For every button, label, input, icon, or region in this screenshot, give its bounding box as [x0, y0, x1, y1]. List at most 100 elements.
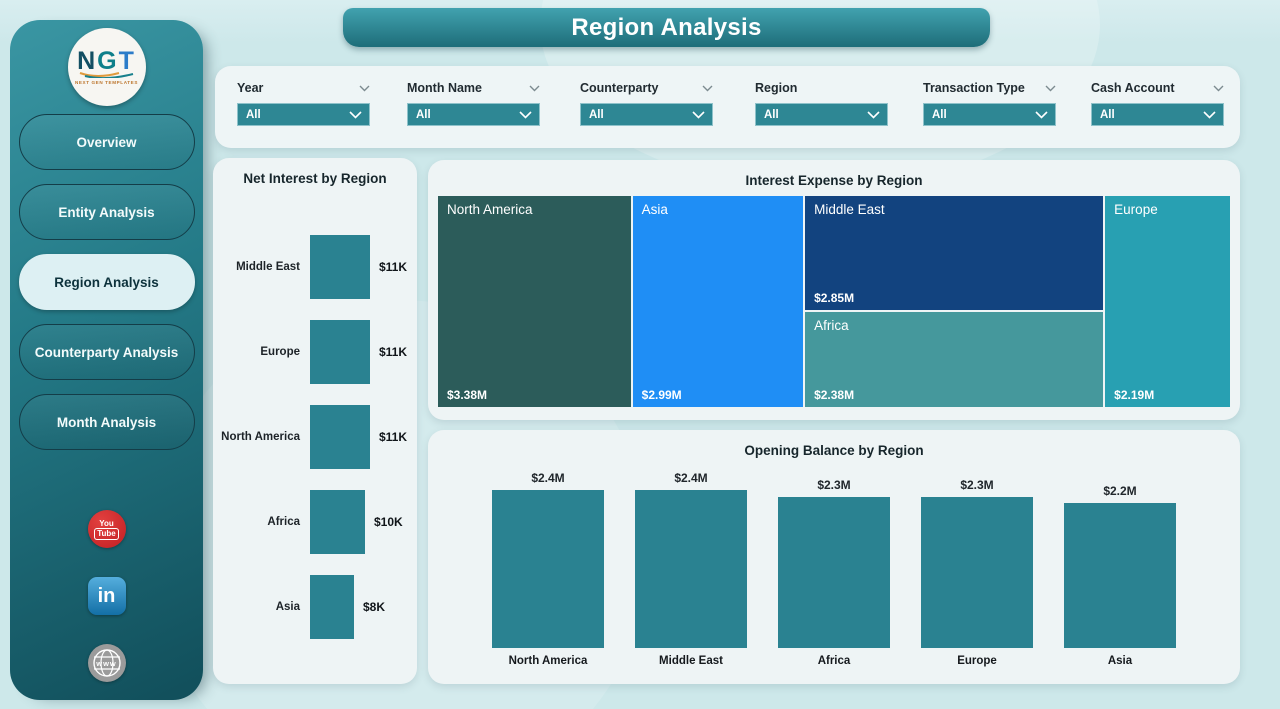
filter-label: Transaction Type	[923, 81, 1025, 95]
chevron-down-icon[interactable]	[1213, 85, 1224, 92]
bar-row: Europe $11K	[213, 309, 417, 394]
bar-north-america[interactable]	[492, 490, 604, 648]
value-label: $2.3M	[960, 478, 994, 492]
filter-label: Cash Account	[1091, 81, 1175, 95]
tile-value: $2.85M	[814, 290, 855, 305]
bar-north-america[interactable]	[310, 404, 370, 469]
sidebar-nav: Overview Entity Analysis Region Analysis…	[10, 114, 203, 450]
treemap-chart: North America $3.38M Asia $2.99M Middle …	[438, 196, 1230, 407]
tile-name: Asia	[641, 202, 668, 217]
month-name-dropdown[interactable]: All	[407, 103, 540, 126]
counterparty-dropdown[interactable]: All	[580, 103, 713, 126]
tile-value: $3.38M	[447, 388, 488, 402]
sidebar-item-entity-analysis[interactable]: Entity Analysis	[18, 184, 195, 240]
category-label: North America	[508, 655, 588, 667]
transaction-type-dropdown[interactable]: All	[923, 103, 1056, 126]
value-label: $2.4M	[674, 471, 708, 485]
category-label: Europe	[260, 345, 300, 358]
region-dropdown[interactable]: All	[755, 103, 888, 126]
value-label: $11K	[379, 344, 408, 359]
ngt-logo: NGT NEXT GEN TEMPLATES	[67, 28, 146, 106]
opening-balance-panel: Opening Balance by Region $2.4M North Am…	[428, 430, 1240, 684]
category-label: Africa	[817, 655, 851, 667]
chevron-down-icon	[1035, 110, 1048, 119]
value-label: $2.4M	[531, 471, 565, 485]
filter-bar: Year All Month Name All Counterparty All…	[215, 66, 1240, 148]
filter-month-name: Month Name All	[407, 79, 540, 126]
tile-value: $2.19M	[1114, 388, 1155, 402]
chart-title: Net Interest by Region	[243, 171, 387, 186]
value-label: $2.3M	[817, 478, 851, 492]
tile-name: Africa	[814, 317, 849, 333]
value-label: $11K	[379, 429, 408, 444]
filter-year: Year All	[237, 79, 370, 126]
sidebar: NGT NEXT GEN TEMPLATES Overview Entity A…	[10, 20, 203, 700]
chevron-down-icon[interactable]	[702, 85, 713, 92]
logo-subtext: NEXT GEN TEMPLATES	[74, 80, 139, 85]
opening-balance-chart: $2.4M North America $2.4M Middle East $2…	[428, 466, 1240, 674]
bar-slot: $2.4M Middle East	[635, 466, 747, 674]
treemap-tile-middle-east[interactable]: Middle East $2.85M	[805, 196, 1104, 310]
filter-label: Counterparty	[580, 81, 659, 95]
bar-europe[interactable]	[310, 319, 370, 384]
treemap-column: Middle East $2.85M Africa $2.38M	[805, 196, 1104, 407]
bar-asia[interactable]	[1064, 503, 1176, 648]
chevron-down-icon[interactable]	[359, 85, 370, 92]
bar-middle-east[interactable]	[310, 234, 370, 299]
filter-transaction-type: Transaction Type All	[923, 79, 1056, 126]
category-label: Middle East	[236, 260, 300, 273]
filter-label: Month Name	[407, 81, 482, 95]
interest-expense-panel: Interest Expense by Region North America…	[428, 160, 1240, 420]
bar-africa[interactable]	[310, 489, 365, 554]
bar-slot: $2.3M Europe	[921, 466, 1033, 674]
category-label: Asia	[275, 600, 300, 613]
page-title-banner: Region Analysis	[343, 8, 990, 47]
chevron-down-icon[interactable]	[529, 85, 540, 92]
linkedin-icon[interactable]: in	[87, 577, 126, 615]
tile-name: North America	[447, 202, 533, 217]
filter-label: Year	[237, 81, 264, 95]
tile-name: Europe	[1114, 202, 1158, 217]
bar-row: Middle East $11K	[213, 224, 417, 309]
youtube-icon[interactable]: You Tube	[87, 510, 126, 548]
net-interest-panel: Net Interest by Region Middle East $11K …	[213, 158, 417, 684]
bar-slot: $2.2M Asia	[1064, 466, 1176, 674]
net-interest-chart: Middle East $11K Europe $11K North Ameri…	[213, 224, 417, 649]
chevron-down-icon	[349, 110, 362, 119]
chart-title: Interest Expense by Region	[745, 173, 923, 188]
bar-europe[interactable]	[921, 497, 1033, 648]
treemap-tile-africa[interactable]: Africa $2.38M	[805, 311, 1104, 407]
chevron-down-icon	[867, 110, 880, 119]
category-label: North America	[221, 430, 300, 443]
category-label: Asia	[1107, 655, 1133, 667]
sidebar-item-month-analysis[interactable]: Month Analysis	[18, 394, 195, 450]
bar-africa[interactable]	[778, 497, 890, 648]
category-label: Europe	[957, 655, 997, 667]
chevron-down-icon[interactable]	[1045, 85, 1056, 92]
year-dropdown[interactable]: All	[237, 103, 370, 126]
filter-label: Region	[755, 81, 798, 95]
bar-slot: $2.3M Africa	[778, 466, 890, 674]
treemap-tile-europe[interactable]: Europe $2.19M	[1105, 196, 1230, 407]
sidebar-item-counterparty-analysis[interactable]: Counterparty Analysis	[18, 324, 195, 380]
bar-row: North America $11K	[213, 394, 417, 479]
category-label: Africa	[267, 515, 300, 528]
social-links: You Tube in www	[10, 510, 203, 682]
bar-middle-east[interactable]	[635, 490, 747, 648]
category-label: Middle East	[659, 655, 723, 667]
sidebar-item-overview[interactable]: Overview	[18, 114, 195, 170]
website-globe-icon[interactable]: www	[87, 644, 126, 682]
tile-value: $2.38M	[814, 388, 855, 402]
bar-asia[interactable]	[310, 574, 354, 639]
cash-account-dropdown[interactable]: All	[1091, 103, 1224, 126]
treemap-tile-north-america[interactable]: North America $3.38M	[438, 196, 631, 407]
filter-cash-account: Cash Account All	[1091, 79, 1224, 126]
treemap-tile-asia[interactable]: Asia $2.99M	[632, 196, 804, 407]
sidebar-item-region-analysis[interactable]: Region Analysis	[18, 254, 195, 310]
globe-lines	[92, 649, 121, 677]
chevron-down-icon	[692, 110, 705, 119]
value-label: $11K	[379, 259, 408, 274]
chart-title: Opening Balance by Region	[744, 443, 924, 458]
bar-row: Asia $8K	[213, 564, 417, 649]
